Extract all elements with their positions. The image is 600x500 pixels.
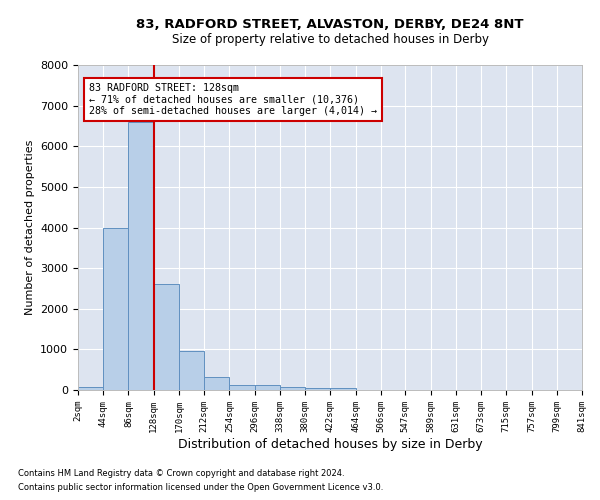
Bar: [204, 376, 229, 390]
Bar: [128, 122, 154, 390]
Bar: [78, 387, 103, 390]
Bar: [179, 351, 204, 390]
Text: Size of property relative to detached houses in Derby: Size of property relative to detached ho…: [172, 32, 488, 46]
Bar: [254, 384, 280, 390]
Y-axis label: Number of detached properties: Number of detached properties: [25, 140, 35, 315]
Text: Contains HM Land Registry data © Crown copyright and database right 2024.: Contains HM Land Registry data © Crown c…: [18, 468, 344, 477]
Bar: [331, 388, 356, 390]
X-axis label: Distribution of detached houses by size in Derby: Distribution of detached houses by size …: [178, 438, 482, 450]
Bar: [154, 284, 179, 390]
Text: 83, RADFORD STREET, ALVASTON, DERBY, DE24 8NT: 83, RADFORD STREET, ALVASTON, DERBY, DE2…: [136, 18, 524, 30]
Text: 83 RADFORD STREET: 128sqm
← 71% of detached houses are smaller (10,376)
28% of s: 83 RADFORD STREET: 128sqm ← 71% of detac…: [89, 84, 377, 116]
Bar: [280, 387, 305, 390]
Text: Contains public sector information licensed under the Open Government Licence v3: Contains public sector information licen…: [18, 484, 383, 492]
Bar: [103, 228, 128, 390]
Bar: [229, 384, 254, 390]
Bar: [305, 388, 331, 390]
